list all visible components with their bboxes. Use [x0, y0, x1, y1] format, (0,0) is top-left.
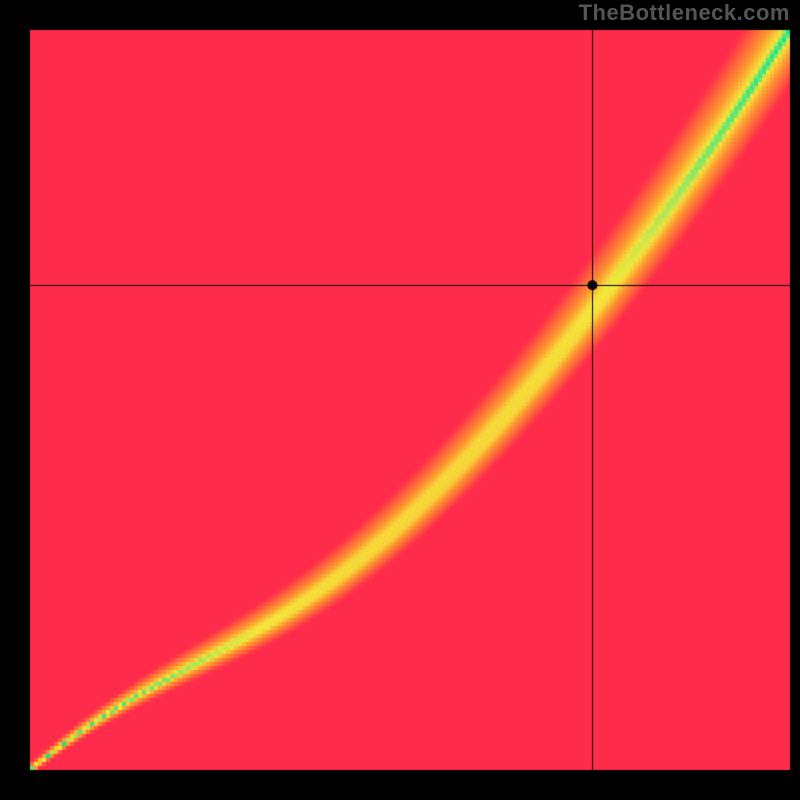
watermark-text: TheBottleneck.com — [579, 0, 790, 26]
bottleneck-heatmap — [0, 0, 800, 800]
